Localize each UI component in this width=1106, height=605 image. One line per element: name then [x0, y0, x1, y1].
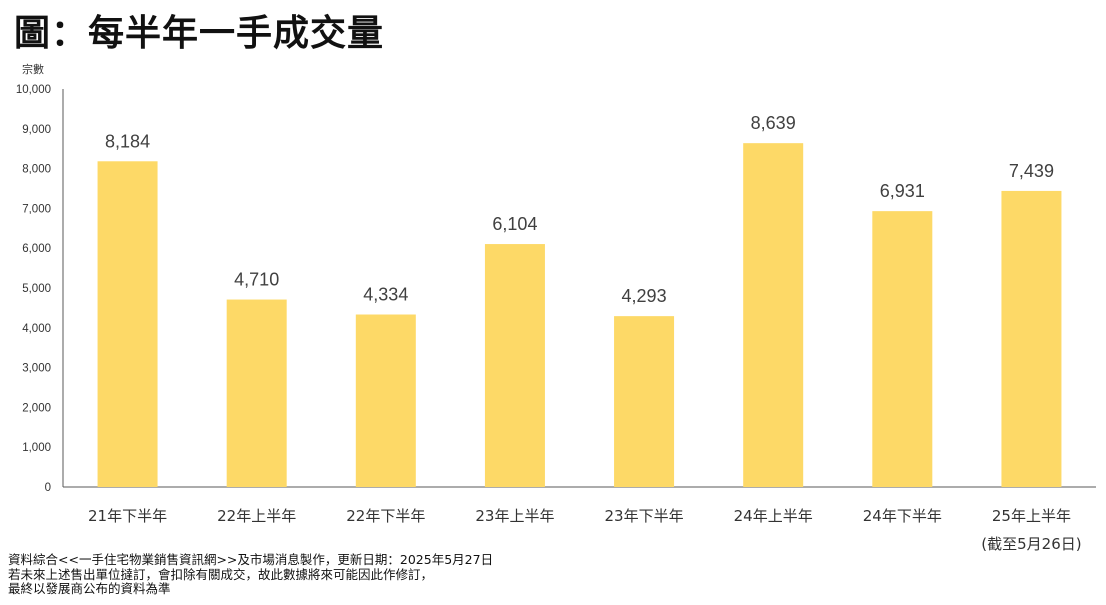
bar: [614, 316, 675, 487]
x-tick-label: 24年下半年: [863, 507, 942, 525]
y-tick-label: 10,000: [16, 84, 51, 96]
data-label: 8,184: [105, 131, 150, 151]
y-axis-label: 宗數: [22, 62, 44, 76]
bar: [1001, 190, 1062, 487]
bar: [872, 211, 933, 488]
bar: [97, 161, 158, 487]
y-tick-label: 3,000: [22, 363, 51, 375]
x-tick-label: 21年下半年: [88, 507, 167, 525]
x-tick-note: (截至5月26日): [981, 535, 1081, 553]
y-tick-label: 7,000: [22, 203, 51, 215]
bar: [743, 143, 804, 488]
footnote-line-2: 若未來上述售出單位撻訂，會扣除有關成交，故此數據將來可能因此作修訂，: [8, 566, 434, 582]
data-label: 4,334: [363, 285, 408, 305]
y-tick-label: 9,000: [22, 124, 51, 136]
y-tick-label: 4,000: [22, 323, 51, 335]
footnote: 資料綜合<<一手住宅物業銷售資訊網>>及市場消息製作，更新日期：2025年5月2…: [8, 552, 494, 597]
footnote-line-1: 資料綜合<<一手住宅物業銷售資訊網>>及市場消息製作，更新日期：2025年5月2…: [8, 552, 494, 567]
y-tick-label: 2,000: [22, 402, 51, 414]
x-tick-label: 22年上半年: [217, 507, 296, 525]
footnote-line-3: 最終以發展商公布的資料為準: [8, 581, 171, 596]
x-tick-label: 24年上半年: [734, 507, 813, 525]
value-labels: 8,184 4,710 4,334 6,104 4,293 8,639 6,931 7,439: [105, 113, 1054, 306]
x-tick-label: 23年下半年: [605, 507, 684, 525]
bar: [226, 299, 287, 487]
data-label: 4,293: [622, 286, 667, 306]
bar: [355, 314, 416, 487]
x-tick-label: 22年下半年: [346, 507, 425, 525]
y-tick-label: 5,000: [22, 283, 51, 295]
y-tick-label: 1,000: [22, 442, 51, 454]
chart-title: 圖：每半年一手成交量: [14, 13, 385, 54]
y-tick-label: 8,000: [22, 164, 51, 176]
y-ticks: 0 1,000 2,000 3,000 4,000 5,000 6,000 7,000 8,00…: [16, 84, 51, 494]
x-tick-label: 25年上半年: [992, 507, 1071, 525]
bar: [484, 244, 545, 487]
bars: [97, 143, 1062, 488]
x-tick-label: 23年上半年: [475, 507, 554, 525]
bar-chart: 宗數 0 1,000 2,000 3,000 4,000 5,000 6,000 7,000 8…: [16, 62, 1096, 553]
data-label: 4,710: [234, 270, 279, 290]
y-tick-label: 0: [45, 482, 51, 494]
x-tick-labels: 21年下半年 22年上半年 22年下半年 23年上半年 23年下半年 24年上半年 24年下…: [88, 507, 1082, 553]
y-tick-label: 6,000: [22, 243, 51, 255]
data-label: 7,439: [1009, 161, 1054, 181]
data-label: 6,931: [880, 181, 925, 201]
data-label: 6,104: [492, 214, 537, 234]
data-label: 8,639: [751, 113, 796, 133]
